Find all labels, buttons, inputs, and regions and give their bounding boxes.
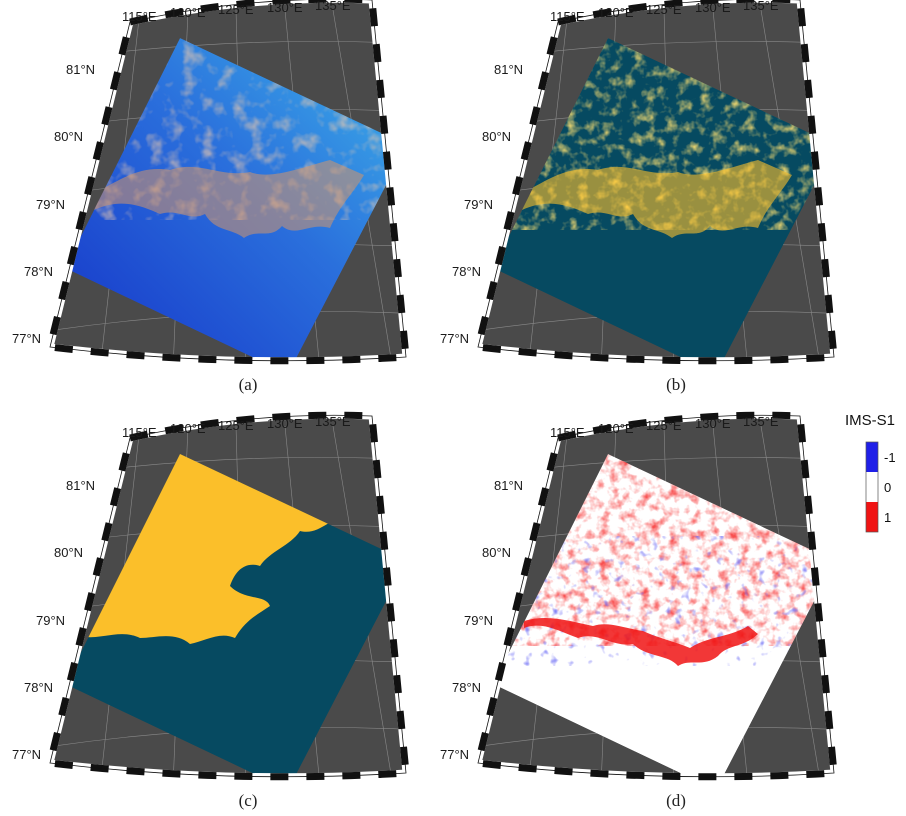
lat-label: 81°N: [494, 478, 523, 493]
lon-label: 115°E: [550, 9, 585, 24]
colorbar-tick-pos: 1: [884, 510, 891, 525]
lat-label: 79°N: [36, 613, 65, 628]
lat-label: 78°N: [452, 264, 481, 279]
panel-label-c: (c): [239, 791, 258, 810]
map-panel-c: 81°N 80°N 79°N 78°N 77°N 115°E 120°E 125°E 130°E…: [12, 411, 410, 781]
panel-label-a: (a): [239, 375, 258, 394]
lat-label: 78°N: [452, 680, 481, 695]
lon-label: 130°E: [695, 0, 731, 15]
lon-label: 130°E: [267, 416, 303, 431]
lon-label: 125°E: [646, 418, 682, 433]
map-panel-a: 81°N 80°N 79°N 78°N 77°N 115°E 120°E 125°E 130°E…: [12, 0, 410, 365]
lon-label: 125°E: [218, 2, 254, 17]
lon-label: 115°E: [122, 425, 157, 440]
colorbar: IMS-S1 -1 0 1: [845, 412, 896, 533]
lon-label: 125°E: [218, 418, 254, 433]
lat-label: 79°N: [464, 613, 493, 628]
lon-label: 115°E: [122, 9, 157, 24]
panel-label-b: (b): [666, 375, 686, 394]
lon-label: 125°E: [646, 2, 682, 17]
panel-label-d: (d): [666, 791, 686, 810]
colorbar-tick-zero: 0: [884, 480, 891, 495]
lat-label: 77°N: [440, 331, 469, 346]
lat-label: 79°N: [464, 197, 493, 212]
colorbar-swatch-neg: [866, 442, 878, 472]
lon-label: 135°E: [315, 414, 351, 429]
lat-label: 77°N: [12, 747, 41, 762]
colorbar-swatch-pos: [866, 502, 878, 532]
lat-label: 80°N: [54, 129, 83, 144]
lon-label: 135°E: [315, 0, 351, 13]
lon-label: 120°E: [598, 5, 634, 20]
lat-label: 78°N: [24, 264, 53, 279]
lon-label: 135°E: [743, 0, 779, 13]
lat-label: 79°N: [36, 197, 65, 212]
lat-label: 78°N: [24, 680, 53, 695]
lat-label: 81°N: [66, 478, 95, 493]
lat-label: 80°N: [54, 545, 83, 560]
lat-label: 80°N: [482, 129, 511, 144]
colorbar-swatch-zero: [866, 472, 878, 502]
lon-label: 135°E: [743, 414, 779, 429]
lon-label: 120°E: [170, 421, 206, 436]
lat-label: 77°N: [440, 747, 469, 762]
lat-label: 77°N: [12, 331, 41, 346]
lon-label: 130°E: [267, 0, 303, 15]
map-panel-b: 81°N 80°N 79°N 78°N 77°N 115°E 120°E 125°E 130°E…: [440, 0, 838, 365]
lon-label: 130°E: [695, 416, 731, 431]
colorbar-title: IMS-S1: [845, 412, 895, 429]
lat-label: 81°N: [66, 62, 95, 77]
lat-label: 80°N: [482, 545, 511, 560]
panels-layer: 81°N 80°N 79°N 78°N 77°N 115°E 120°E 125°E 130°E…: [12, 0, 838, 781]
lon-label: 120°E: [598, 421, 634, 436]
lon-label: 120°E: [170, 5, 206, 20]
colorbar-tick-neg: -1: [884, 450, 896, 465]
lon-label: 115°E: [550, 425, 585, 440]
map-panel-d: 81°N 80°N 79°N 78°N 77°N 115°E 120°E 125°E 130°E…: [440, 411, 838, 781]
colorbar-outline: [865, 441, 879, 533]
lat-label: 81°N: [494, 62, 523, 77]
